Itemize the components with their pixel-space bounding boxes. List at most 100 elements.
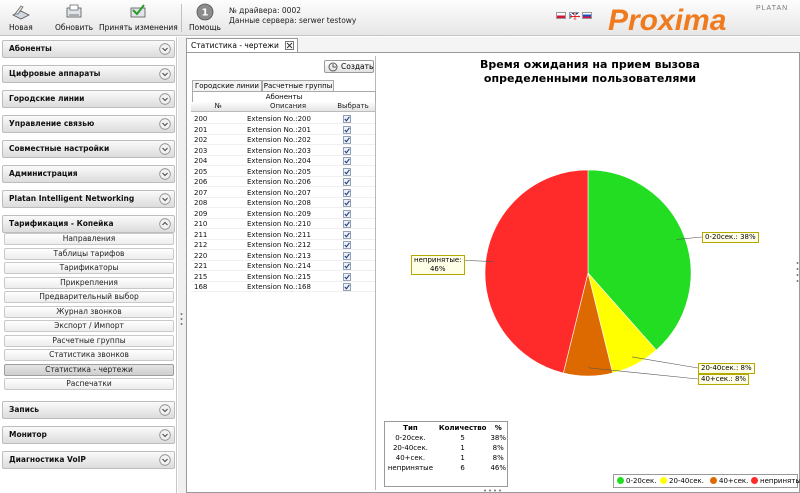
select-checkbox[interactable] [343,251,351,260]
table-row[interactable]: 201 Extension No.:201 [191,125,375,135]
table-row[interactable]: 209 Extension No.:209 [191,209,375,219]
create-button[interactable]: Создать [324,60,374,73]
sidebar-subitem-5[interactable]: Предварительный выбор [4,291,174,303]
table-row[interactable]: 207 Extension No.:207 [191,188,375,198]
new-button[interactable]: Новая [9,2,33,32]
sidebar-category-1[interactable]: Абоненты [2,40,175,58]
tab-statistics-charts[interactable]: Статистика - чертежи [186,38,298,52]
select-checkbox[interactable] [343,115,351,123]
table-row[interactable]: 205 Extension No.:205 [191,167,375,177]
select-checkbox[interactable] [343,178,351,186]
help-button[interactable]: 1 Помощь [189,2,221,32]
callout-line [676,236,703,240]
chevron-down-icon[interactable] [159,93,171,105]
pie-slice-1[interactable] [587,169,692,351]
sidebar-category-4[interactable]: Управление связью [2,115,175,133]
row-number: 211 [194,230,208,239]
sidebar-subitem-3[interactable]: Тарификаторы [4,262,174,274]
chevron-down-icon[interactable] [159,404,171,416]
apply-changes-button-label: Принять изменения [99,23,178,32]
chevron-down-icon[interactable] [159,168,171,180]
sidebar-subitem-2[interactable]: Таблицы тарифов [4,247,174,260]
select-checkbox[interactable] [343,136,351,144]
select-checkbox[interactable] [343,188,351,197]
table-row[interactable]: 215 Extension No.:215 [191,272,375,282]
chevron-down-icon[interactable] [159,193,171,205]
select-checkbox[interactable] [343,241,351,249]
chevron-down-icon[interactable] [159,143,171,155]
splitter-grip-icon [180,313,183,325]
table-row[interactable]: 211 Extension No.:211 [191,230,375,240]
chevron-down-icon[interactable] [159,118,171,130]
flag-pl-icon[interactable] [556,12,566,19]
table-row[interactable]: 212 Extension No.:212 [191,240,375,250]
right-resize-grip-icon[interactable] [796,260,799,284]
sidebar-category-8[interactable]: Тарификация - Копейка [2,215,175,233]
sidebar-subitem-10[interactable]: Статистика - чертежи [4,363,174,376]
chevron-down-icon[interactable] [159,454,171,466]
select-checkbox[interactable] [343,283,351,291]
close-icon[interactable] [284,41,294,50]
sidebar-subitem-1[interactable]: Направления [4,233,174,245]
table-row[interactable]: 206 Extension No.:206 [191,177,375,187]
select-checkbox[interactable] [343,262,351,270]
apply-changes-button[interactable]: Принять изменения [99,2,178,32]
select-checkbox[interactable] [343,230,351,239]
sidebar-subitem-8[interactable]: Расчетные группы [4,334,174,347]
sidebar-category-6[interactable]: Администрация [2,165,175,183]
table-row[interactable]: 208 Extension No.:208 [191,198,375,208]
table-row[interactable]: 202 Extension No.:202 [191,135,375,145]
select-checkbox[interactable] [343,209,351,218]
sidebar-subitem-7[interactable]: Экспорт / Импорт [4,320,174,332]
select-checkbox[interactable] [343,220,351,228]
legend-item: 40+сек. [710,475,748,487]
table-row[interactable]: 168 Extension No.:168 [191,282,375,292]
select-checkbox[interactable] [343,199,351,207]
pie-slice-4[interactable] [484,169,589,374]
row-number: 202 [194,136,208,144]
sidebar-category-label: Тарификация - Копейка [9,219,114,228]
table-row[interactable]: 220 Extension No.:213 [191,251,375,261]
sidebar-category-3[interactable]: Городские линии [2,90,175,108]
sidebar-category-2[interactable]: Цифровые аппараты [2,65,175,83]
sidebar-subitem-9[interactable]: Статистика звонков [4,349,174,361]
table-row[interactable]: 203 Extension No.:203 [191,146,375,156]
select-checkbox[interactable] [343,125,351,134]
chevron-down-icon[interactable] [159,68,171,80]
sidebar-category-11[interactable]: Диагностика VoIP [2,451,175,469]
chevron-up-icon[interactable] [159,218,171,230]
sidebar-category-5[interactable]: Совместные настройки [2,140,175,158]
chevron-down-icon[interactable] [159,429,171,441]
chart-title-line1: Время ожидания на прием вызова [480,58,700,71]
legend-swatch [660,477,667,484]
server-data: Данные сервера: serwer testowy [229,16,357,25]
sidebar-category-7[interactable]: Platan Intelligent Networking [2,190,175,208]
table-row[interactable]: 200 Extension No.:200 [191,114,375,124]
legend-label: 20-40сек. [669,477,704,485]
subtab-city-lines[interactable]: Городские линии [192,80,262,92]
flag-en-icon[interactable] [569,12,580,20]
bottom-resize-grip-icon[interactable] [483,489,505,492]
refresh-button-label: Обновить [55,23,94,32]
column-header-number: № [214,102,222,110]
table-row[interactable]: 210 Extension No.:210 [191,219,375,229]
select-checkbox[interactable] [343,167,351,176]
sidebar-category-9[interactable]: Запись [2,401,175,419]
select-checkbox[interactable] [343,272,351,281]
sidebar-subitem-4[interactable]: Прикрепления [4,276,174,289]
driver-info: № драйвера: 0002 Данные сервера: serwer … [229,6,356,26]
sidebar-splitter[interactable] [178,37,186,493]
flag-ru-icon[interactable] [582,12,592,19]
new-icon [11,5,30,20]
sidebar-subitem-11[interactable]: Распечатки [4,378,174,390]
subtab-billing-groups[interactable]: Расчетные группы [262,80,334,92]
chevron-down-icon[interactable] [159,43,171,55]
table-row[interactable]: 221 Extension No.:214 [191,261,375,271]
sidebar-category-10[interactable]: Монитор [2,426,175,444]
refresh-button[interactable]: Обновить [55,2,93,32]
select-checkbox[interactable] [343,146,351,155]
select-checkbox[interactable] [343,157,351,165]
sidebar-subitem-6[interactable]: Журнал звонков [4,305,174,318]
table-row[interactable]: 204 Extension No.:204 [191,156,375,166]
